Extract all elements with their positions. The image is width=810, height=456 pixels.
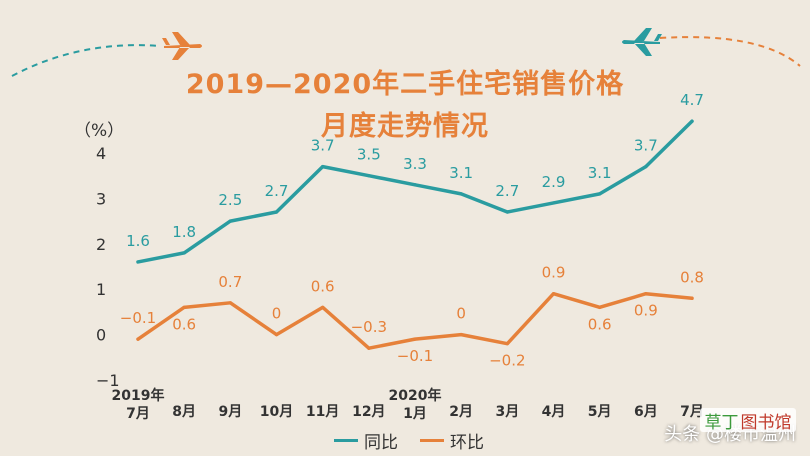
site-stamp-green: 草丁: [704, 412, 739, 433]
data-point: [228, 219, 232, 223]
x-tick-label: 12月: [352, 404, 385, 420]
x-tick-label: 7月: [680, 404, 704, 420]
data-label: 2.7: [495, 182, 519, 200]
airplane-icon-right-shape: [622, 28, 662, 56]
data-point: [598, 192, 602, 196]
x-tick-label: 11月: [306, 404, 339, 420]
airplane-icon-left: [162, 32, 202, 60]
legend-swatch-yoy: [334, 439, 358, 442]
x-tick-label: 9月: [218, 404, 242, 420]
data-label: 2.9: [542, 173, 566, 191]
data-label: 2.7: [265, 182, 289, 200]
x-tick-label: 7月: [126, 406, 150, 422]
airplane-icon-left-shape: [162, 32, 202, 60]
data-point: [598, 305, 602, 309]
x-tick-label: 6月: [634, 404, 658, 420]
data-label: −0.1: [397, 347, 433, 365]
x-tick-label: 10月: [260, 404, 293, 420]
legend-label-yoy: 同比: [364, 433, 398, 453]
data-label: 0.6: [311, 277, 335, 295]
y-tick-label: 0: [96, 326, 106, 345]
data-point: [690, 119, 694, 123]
chart-legend: 同比 环比: [334, 428, 498, 453]
x-tick-label: 2020年: [389, 387, 442, 404]
data-point: [413, 183, 417, 187]
data-label: 0.9: [542, 264, 566, 282]
chart-subtitle: 月度走势情况: [321, 111, 489, 142]
data-label: 0.9: [634, 302, 658, 320]
data-point: [321, 165, 325, 169]
data-point: [274, 333, 279, 337]
y-tick-label: 1: [96, 280, 106, 299]
data-label: 3.1: [588, 164, 612, 182]
data-label: 2.5: [218, 191, 242, 209]
decor-arc-right: [659, 36, 801, 67]
data-label: 3.7: [311, 137, 335, 155]
chart-title: 2019—2020年二手住宅销售价格: [185, 69, 625, 100]
data-point: [228, 301, 232, 305]
data-label: 3.3: [403, 155, 427, 173]
x-tick-label: 8月: [172, 404, 196, 420]
data-point: [367, 346, 371, 350]
data-label: 0.8: [680, 268, 704, 286]
data-point: [551, 201, 556, 205]
data-point: [459, 333, 463, 337]
site-stamp: 草丁 图书馆: [700, 408, 796, 433]
data-point: [413, 337, 417, 341]
data-label: 0.7: [218, 273, 242, 291]
data-label: −0.2: [489, 352, 525, 370]
data-point: [136, 337, 140, 341]
data-point: [505, 210, 509, 214]
data-point: [182, 251, 186, 255]
legend-label-mom: 环比: [450, 433, 484, 453]
data-label: 0.6: [588, 315, 612, 333]
y-tick-label: 2: [96, 235, 106, 254]
data-point: [182, 305, 186, 309]
data-label: 0.6: [172, 315, 196, 333]
legend-item-mom: 环比: [420, 428, 484, 453]
data-point: [690, 296, 694, 300]
data-point: [274, 210, 279, 214]
data-point: [459, 192, 463, 196]
data-point: [136, 260, 140, 264]
data-label: 3.1: [449, 164, 473, 182]
legend-item-yoy: 同比: [334, 428, 398, 453]
data-point: [321, 305, 325, 309]
x-tick-label: 4月: [542, 404, 566, 420]
x-tick-label: 2019年: [112, 387, 165, 404]
x-tick-label: 3月: [495, 404, 519, 420]
data-label: 0: [456, 305, 466, 323]
data-label: 3.7: [634, 137, 658, 155]
data-label: 0: [272, 305, 282, 323]
y-tick-label: 3: [96, 189, 106, 208]
data-point: [644, 292, 648, 296]
x-tick-label: 5月: [588, 404, 612, 420]
data-label: −0.1: [120, 309, 156, 327]
data-point: [367, 174, 371, 178]
data-point: [551, 292, 556, 296]
x-tick-label: 2月: [449, 404, 473, 420]
data-label: −0.3: [351, 318, 387, 336]
data-label: 4.7: [680, 91, 704, 109]
legend-swatch-mom: [420, 439, 444, 442]
data-label: 1.6: [126, 232, 150, 250]
data-label: 3.5: [357, 146, 381, 164]
decor-arc-left: [11, 44, 161, 77]
y-tick-label: −1: [96, 371, 120, 390]
site-stamp-red: 图书馆: [740, 412, 792, 433]
y-axis-unit: （%）: [74, 121, 125, 141]
y-tick-label: 4: [96, 144, 106, 163]
data-label: 1.8: [172, 223, 196, 241]
x-tick-label: 1月: [403, 406, 427, 422]
data-point: [505, 342, 509, 346]
airplane-icon-right: [622, 28, 662, 56]
data-point: [644, 165, 648, 169]
